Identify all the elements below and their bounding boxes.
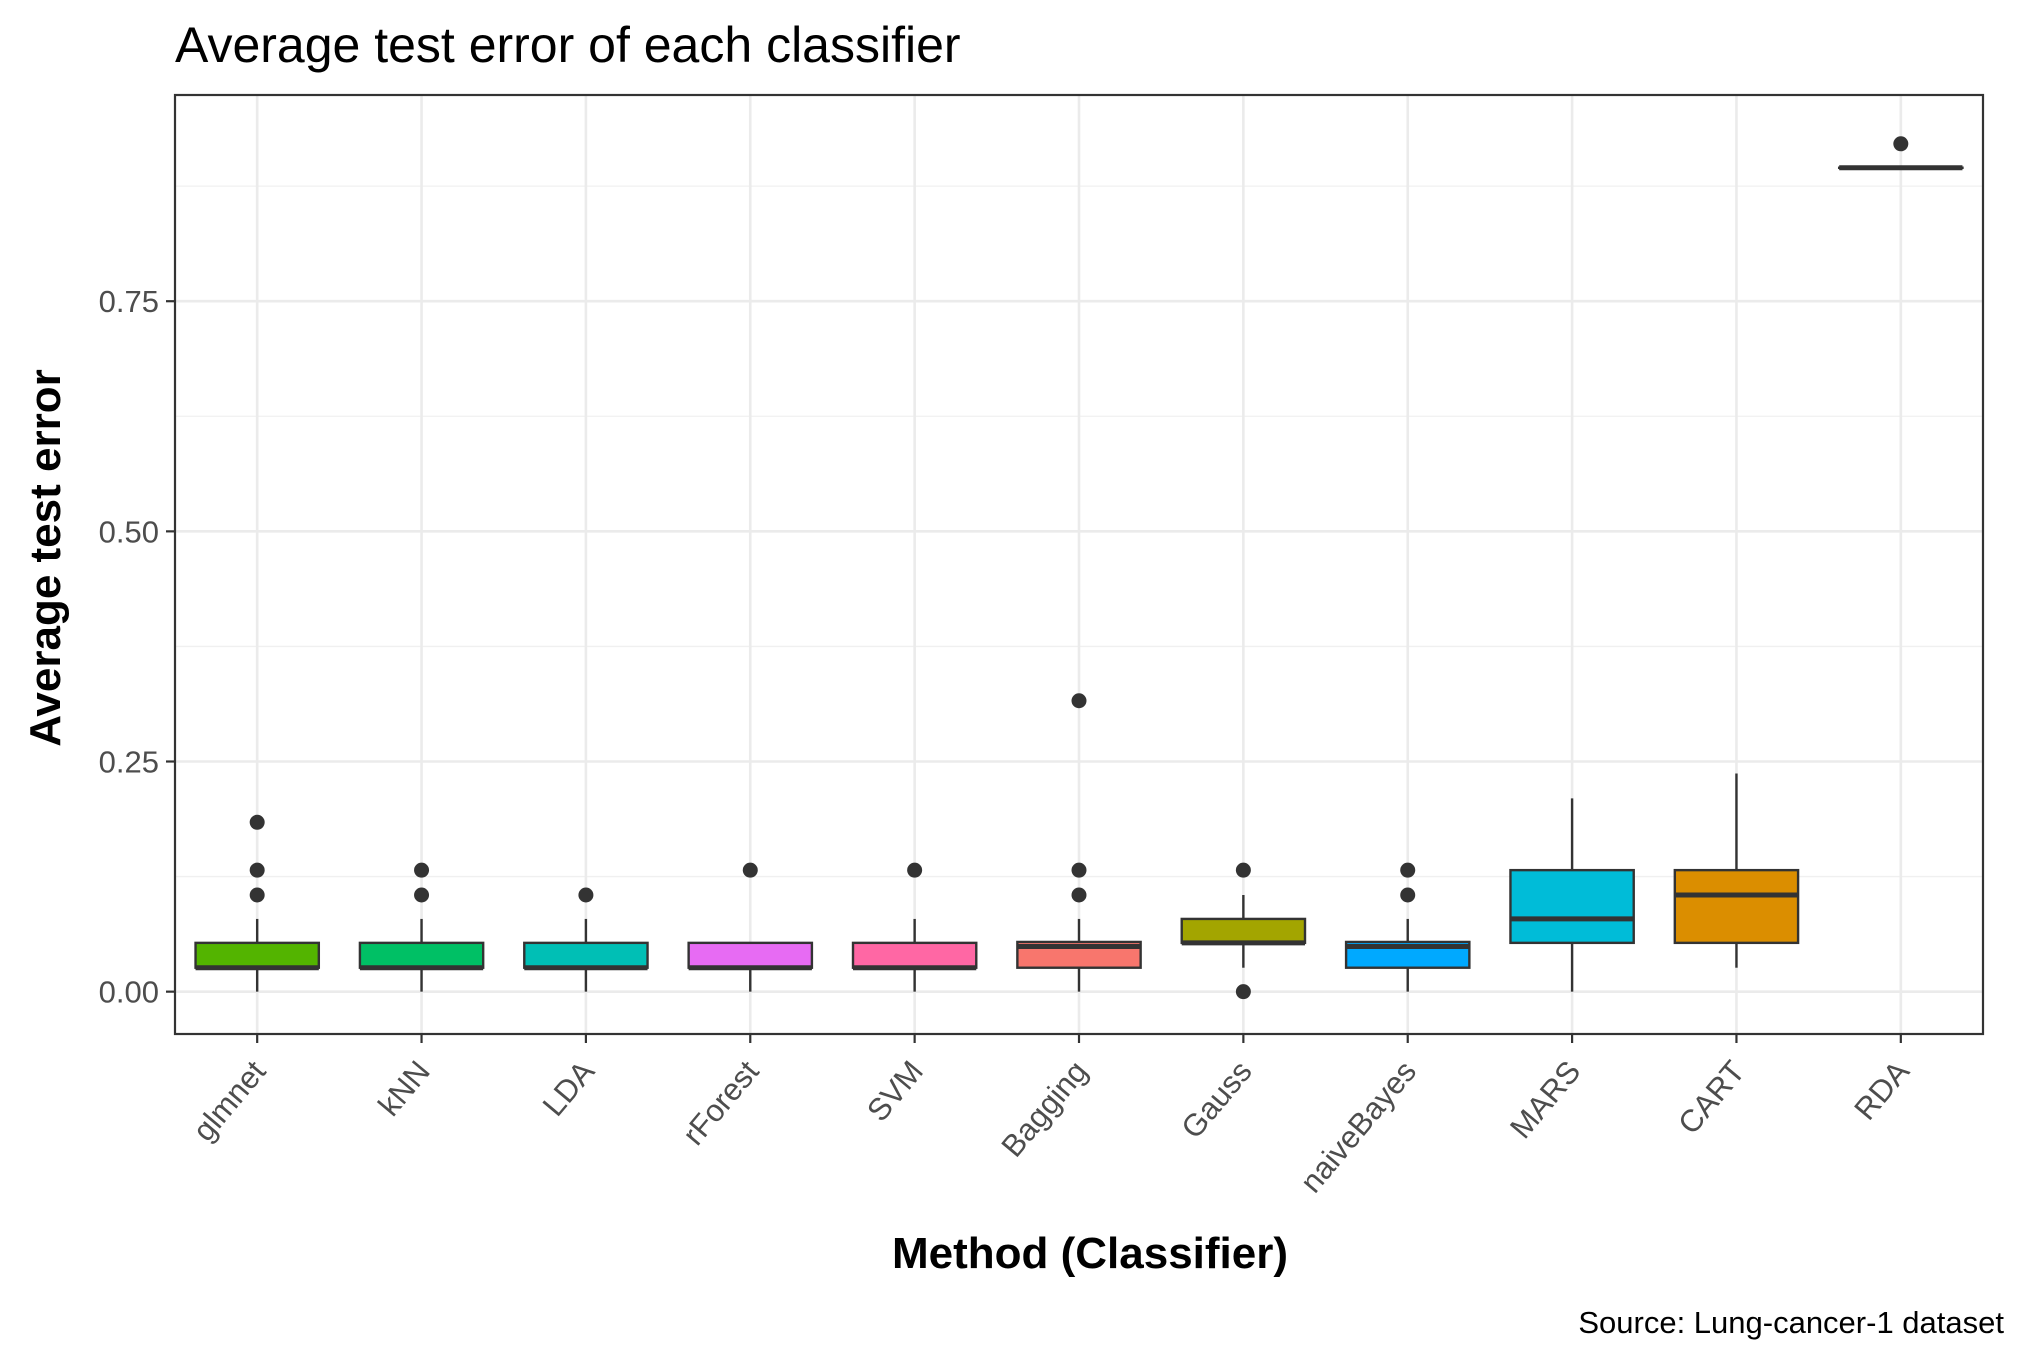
- box-naiveBayes: [1344, 862, 1471, 992]
- box-iqr: [1509, 868, 1635, 945]
- chart-title: Average test error of each classifier: [175, 17, 961, 73]
- x-tick-label: RDA: [1847, 1054, 1916, 1127]
- box-LDA: [523, 887, 649, 992]
- box-CART: [1673, 773, 1800, 968]
- box-Gauss: [1180, 862, 1307, 1000]
- box-iqr: [1673, 868, 1800, 945]
- box-MARS: [1509, 798, 1635, 992]
- box-SVM: [851, 862, 978, 992]
- y-axis: 0.00 0.25 0.50 0.75: [99, 284, 175, 1010]
- box-iqr: [1180, 917, 1307, 945]
- x-tick-label: naiveBayes: [1293, 1054, 1423, 1199]
- outlier-point: [1400, 862, 1416, 878]
- x-tick-label: glmnet: [186, 1054, 273, 1148]
- outlier-point: [1235, 984, 1251, 1000]
- x-tick-label: LDA: [536, 1054, 602, 1123]
- box-kNN: [358, 862, 485, 992]
- boxes-layer: [194, 136, 1964, 1000]
- outlier-point: [249, 814, 265, 830]
- outlier-point: [1893, 136, 1909, 152]
- x-tick-label: MARS: [1503, 1054, 1587, 1145]
- outlier-point: [414, 887, 430, 903]
- box-iqr: [851, 941, 978, 969]
- box-glmnet: [194, 814, 321, 992]
- y-tick-label: 0.00: [99, 975, 159, 1010]
- x-tick-label: SVM: [860, 1054, 930, 1128]
- outlier-point: [249, 862, 265, 878]
- outlier-point: [1071, 693, 1087, 709]
- outlier-point: [742, 862, 758, 878]
- y-axis-title: Average test error: [21, 369, 70, 746]
- x-tick-label: kNN: [371, 1054, 437, 1123]
- outlier-point: [1071, 862, 1087, 878]
- outlier-point: [1400, 887, 1416, 903]
- box-RDA: [1837, 136, 1964, 171]
- chart-caption: Source: Lung-cancer-1 dataset: [1578, 1305, 2004, 1340]
- x-axis: glmnet kNN LDA rForest SVM Bagging Gauss naiveB…: [186, 1034, 1916, 1199]
- box-iqr: [687, 941, 814, 969]
- outlier-point: [1235, 862, 1251, 878]
- outlier-point: [414, 862, 430, 878]
- y-tick-label: 0.50: [99, 514, 159, 549]
- box-Bagging: [1016, 693, 1142, 992]
- x-tick-label: Gauss: [1174, 1054, 1258, 1145]
- outlier-point: [249, 887, 265, 903]
- outlier-point: [1071, 887, 1087, 903]
- box-rForest: [687, 862, 814, 992]
- outlier-point: [578, 887, 594, 903]
- box-iqr: [523, 941, 649, 969]
- x-tick-label: rForest: [676, 1054, 766, 1152]
- x-axis-title: Method (Classifier): [892, 1229, 1288, 1278]
- outlier-point: [907, 862, 923, 878]
- x-tick-label: CART: [1671, 1054, 1752, 1141]
- box-iqr: [194, 941, 321, 969]
- y-tick-label: 0.25: [99, 745, 159, 780]
- y-tick-label: 0.75: [99, 284, 159, 319]
- x-tick-label: Bagging: [994, 1054, 1094, 1164]
- box-iqr: [358, 941, 485, 969]
